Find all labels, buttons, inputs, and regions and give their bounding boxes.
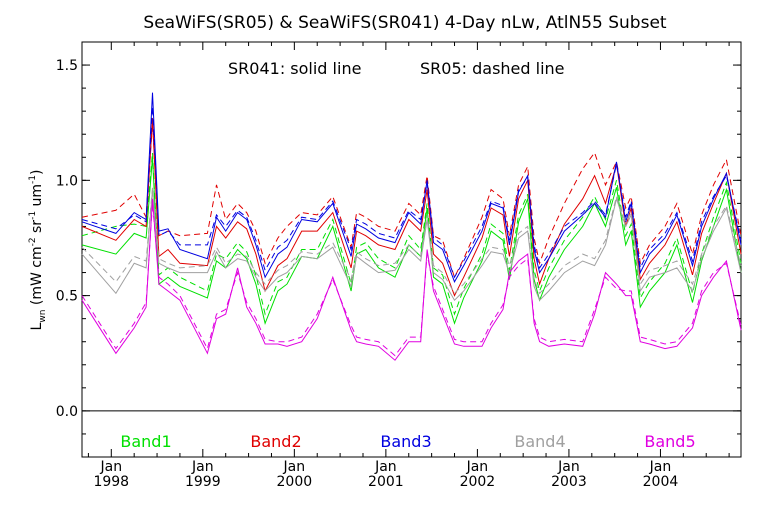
- svg-text:Lwn (mW cm-2 sr-1 um-1): Lwn (mW cm-2 sr-1 um-1): [28, 170, 48, 331]
- x-tick-label-month: Jan: [283, 459, 306, 475]
- x-tick-label-year: 2001: [368, 474, 404, 490]
- series-layer: [81, 92, 742, 361]
- series-band1-dashed: [81, 152, 742, 316]
- y-tick-label: 1.0: [56, 173, 78, 189]
- y-tick-label: 1.5: [56, 58, 78, 74]
- series-band3-dashed: [81, 106, 742, 279]
- series-band2-dashed: [81, 122, 742, 279]
- legend-band2: Band2: [250, 432, 301, 451]
- legend-band3: Band3: [380, 432, 431, 451]
- x-tick-label-month: Jan: [649, 459, 672, 475]
- x-tick-label-year: 1998: [93, 474, 129, 490]
- series-band2-solid: [81, 118, 742, 297]
- y-tick-label: 0.0: [56, 404, 78, 420]
- y-axis-label: Lwn (mW cm-2 sr-1 um-1): [28, 170, 48, 331]
- x-tick-label-month: Jan: [466, 459, 489, 475]
- series-band4-dashed: [81, 187, 742, 295]
- series-band1-solid: [81, 157, 742, 325]
- x-tick-label-month: Jan: [374, 459, 397, 475]
- series-band3-solid: [81, 92, 742, 283]
- annotation-solid: SR041: solid line: [228, 59, 361, 78]
- series-band4-solid: [81, 189, 742, 302]
- x-axis: Jan1998Jan1999Jan2000Jan2001Jan2002Jan20…: [87, 42, 730, 490]
- annotation-dashed: SR05: dashed line: [420, 59, 565, 78]
- legend-band5: Band5: [644, 432, 695, 451]
- plot-area: 0.00.51.01.5 Jan1998Jan1999Jan2000Jan200…: [56, 41, 742, 490]
- series-band5-solid: [81, 198, 742, 361]
- x-tick-label-year: 2003: [551, 474, 587, 490]
- legend-band4: Band4: [514, 432, 565, 451]
- x-tick-label-month: Jan: [99, 459, 122, 475]
- x-tick-label-year: 1999: [185, 474, 221, 490]
- y-tick-label: 0.5: [56, 289, 78, 305]
- chart-title: SeaWiFS(SR05) & SeaWiFS(SR041) 4-Day nLw…: [143, 13, 666, 33]
- y-axis: 0.0 0.5 1.0 1.5: [56, 41, 741, 458]
- x-tick-label-year: 2004: [643, 474, 679, 490]
- series-band5-dashed: [81, 203, 742, 357]
- x-tick-label-month: Jan: [191, 459, 214, 475]
- x-tick-label-month: Jan: [557, 459, 580, 475]
- legend-band1: Band1: [120, 432, 171, 451]
- x-tick-label-year: 2002: [460, 474, 496, 490]
- legend: Band1 Band2 Band3 Band4 Band5: [120, 432, 695, 451]
- x-tick-label-year: 2000: [277, 474, 313, 490]
